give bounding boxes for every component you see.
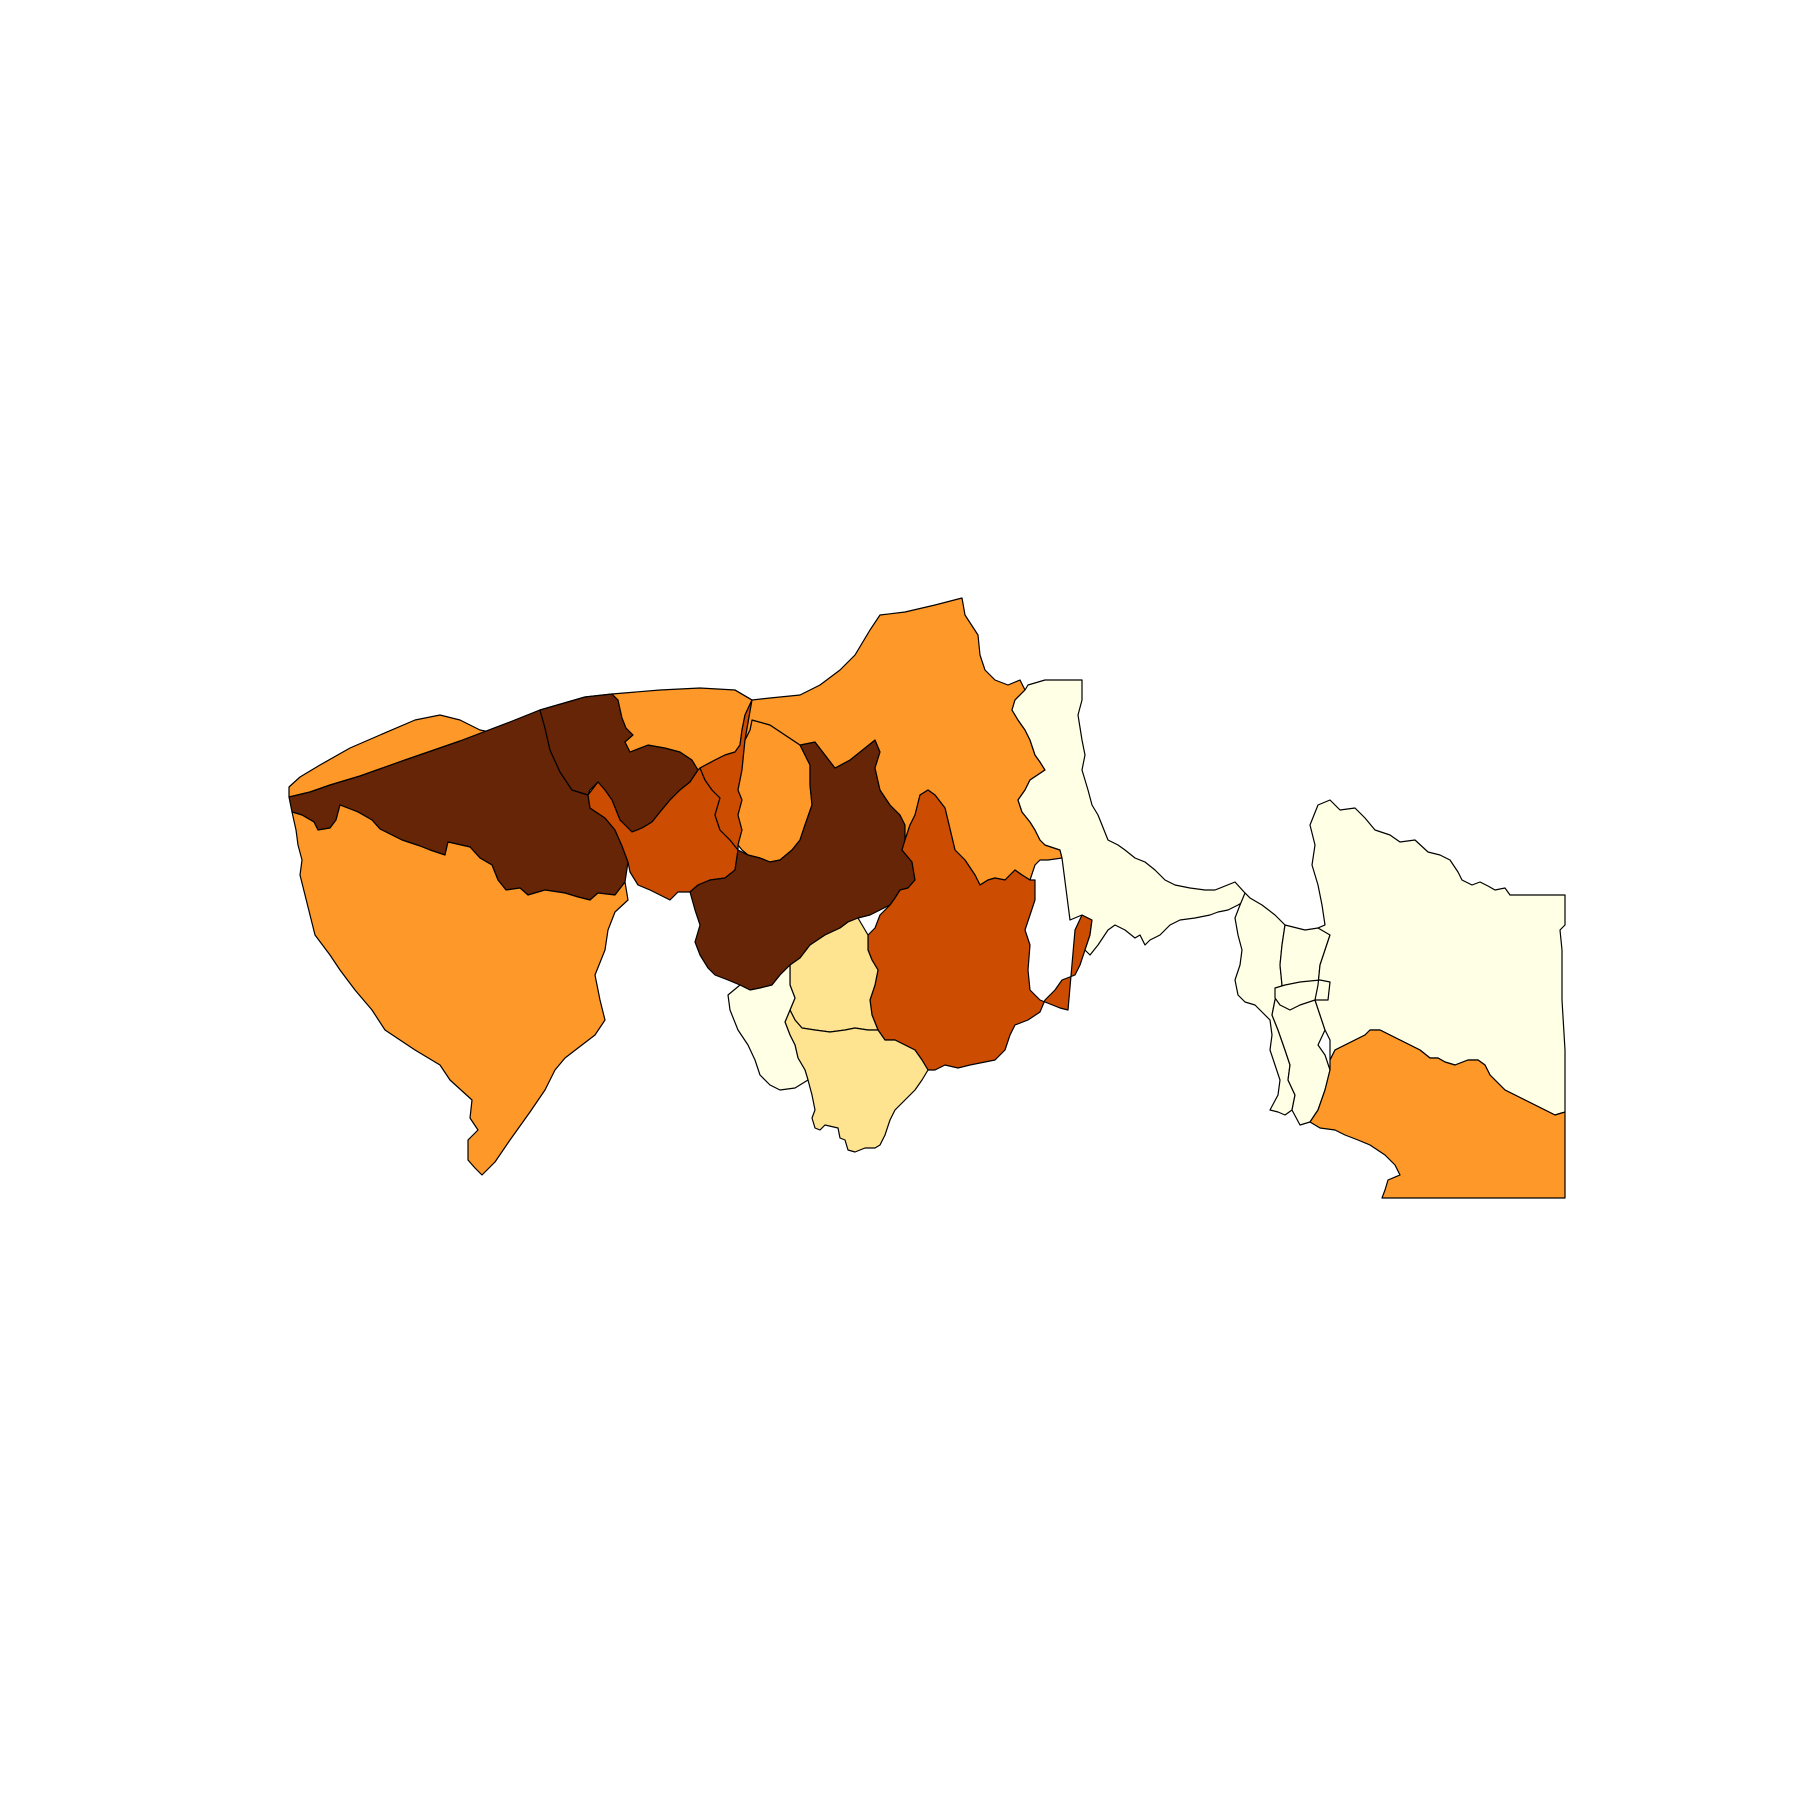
region — [1011, 679, 1251, 956]
region — [1309, 1029, 1566, 1199]
region — [291, 804, 629, 1176]
region — [734, 597, 1063, 886]
region — [727, 964, 809, 1091]
region — [784, 1009, 929, 1153]
